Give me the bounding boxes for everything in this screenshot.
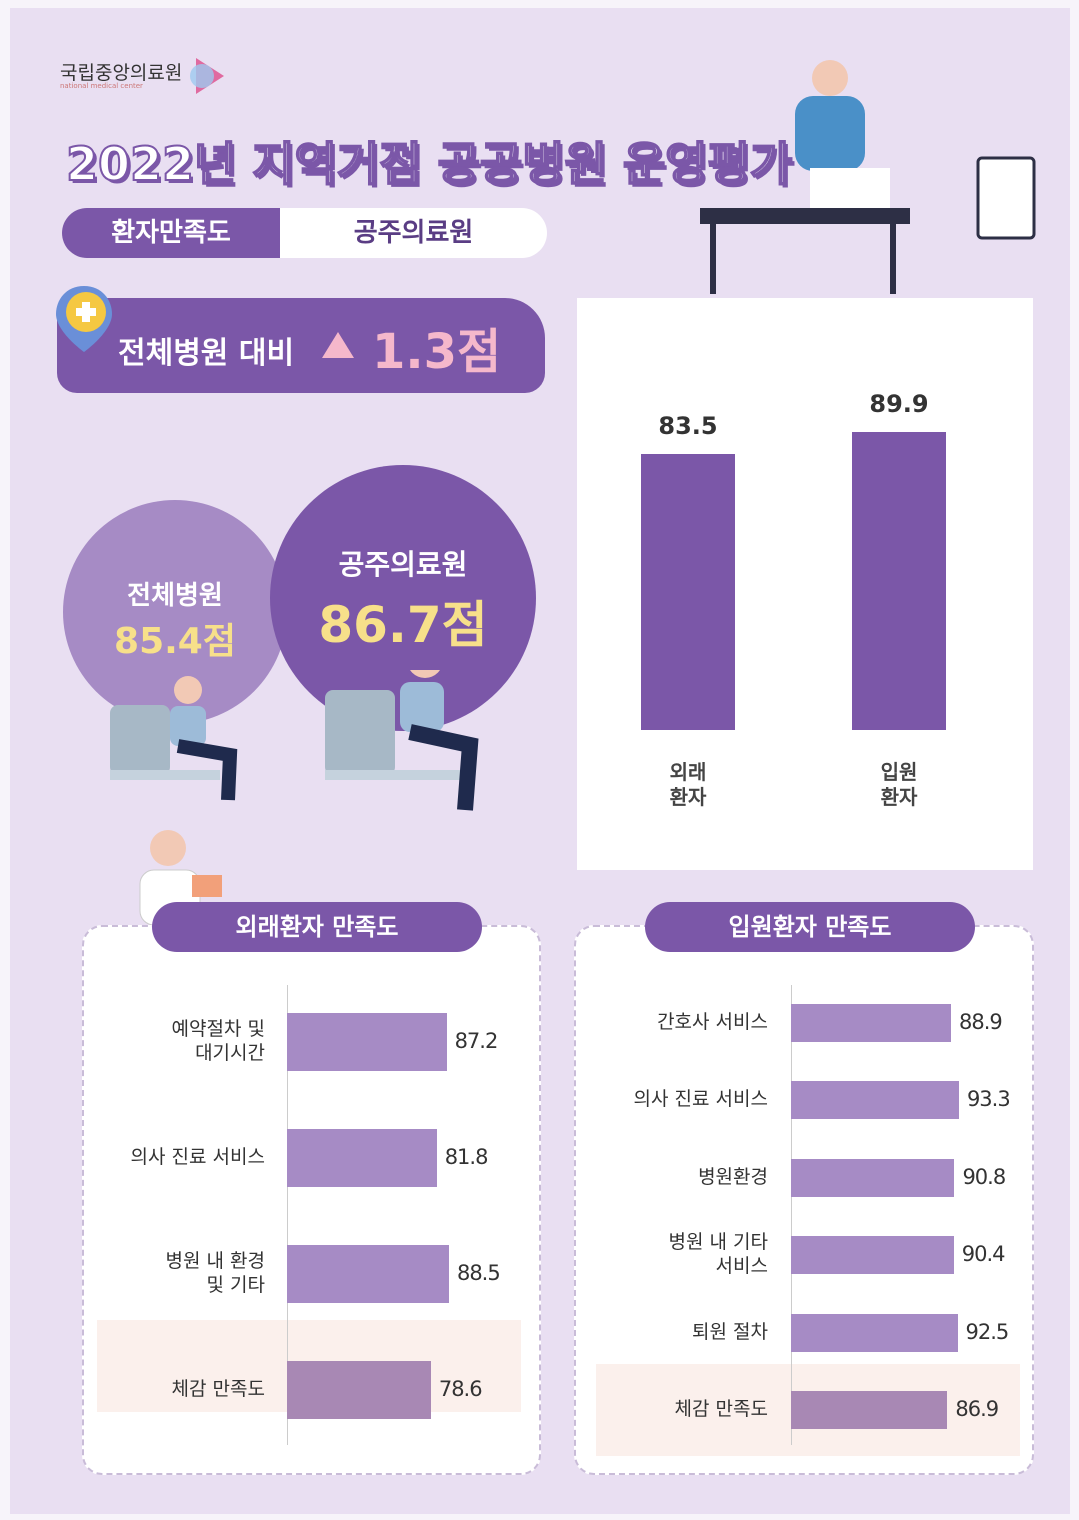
bar — [791, 1313, 958, 1352]
badge-icon — [56, 286, 112, 352]
category-label: 의사 진료 서비스 — [633, 1088, 768, 1111]
bar — [287, 1361, 431, 1419]
chart-title: 입원환자 만족도 — [645, 902, 975, 952]
badge — [57, 298, 545, 393]
tab: 환자만족도 — [62, 208, 280, 258]
tabs: 환자만족도 공주의료원 — [62, 208, 547, 258]
badge-label: 전체병원 대비 — [118, 336, 295, 371]
logo-icon — [190, 58, 224, 94]
value-label: 86.9 — [955, 1397, 999, 1421]
value-label: 89.9 — [869, 390, 929, 419]
tab: 공주의료원 — [353, 218, 474, 248]
illustration — [700, 60, 1036, 294]
circle-name: 전체병원 — [127, 581, 223, 611]
illustration — [110, 670, 479, 811]
category-label: 의사 진료 서비스 — [130, 1146, 265, 1168]
category-label: 입원 환자 — [880, 760, 918, 809]
category-label: 간호사 서비스 — [657, 1011, 768, 1033]
logo-name: 국립중앙의료원 — [60, 62, 183, 84]
logo-subtitle: national medical center — [60, 82, 143, 90]
axis-line — [287, 985, 288, 1445]
category-label: 외래 환자 — [669, 760, 707, 809]
circle-name: 공주의료원 — [338, 548, 468, 581]
title: 2022년 지역거점 공공병원 운영평가 — [65, 136, 793, 192]
circle-score: 86.7점 — [318, 596, 488, 654]
value-label: 93.3 — [966, 1087, 1011, 1112]
up-arrow — [322, 332, 354, 358]
value-label: 78.6 — [438, 1377, 483, 1401]
value-label: 87.2 — [454, 1029, 499, 1053]
value-label: 83.5 — [658, 411, 718, 440]
axis-line — [791, 985, 792, 1445]
bar — [791, 1004, 952, 1042]
value-label: 92.5 — [965, 1319, 1010, 1344]
bar — [287, 1245, 449, 1303]
bar — [791, 1391, 948, 1429]
value-label: 81.8 — [444, 1145, 489, 1169]
badge-delta: 1.3점 — [372, 324, 502, 380]
category-label: 병원 내 환경 및 기타 — [165, 1250, 265, 1296]
value-label: 90.8 — [962, 1164, 1006, 1189]
bar — [791, 1158, 955, 1197]
circle-score: 85.4점 — [114, 621, 236, 662]
bar — [287, 1013, 447, 1071]
category-label: 퇴원 절차 — [692, 1320, 768, 1343]
value-label: 90.4 — [961, 1242, 1006, 1267]
bar — [287, 1129, 437, 1187]
value-label: 88.9 — [959, 1010, 1003, 1034]
category-label: 체감 만족도 — [674, 1398, 768, 1420]
bar — [791, 1081, 959, 1120]
bar — [641, 453, 735, 730]
bar — [852, 432, 946, 730]
chart-title: 외래환자 만족도 — [152, 902, 482, 952]
bar — [791, 1236, 954, 1275]
category-label: 체감 만족도 — [171, 1378, 265, 1400]
category-label: 병원 내 기타 서비스 — [668, 1231, 768, 1277]
category-label: 병원환경 — [698, 1165, 768, 1188]
category-label: 예약절차 및 대기시간 — [171, 1018, 265, 1064]
value-label: 88.5 — [456, 1261, 501, 1285]
